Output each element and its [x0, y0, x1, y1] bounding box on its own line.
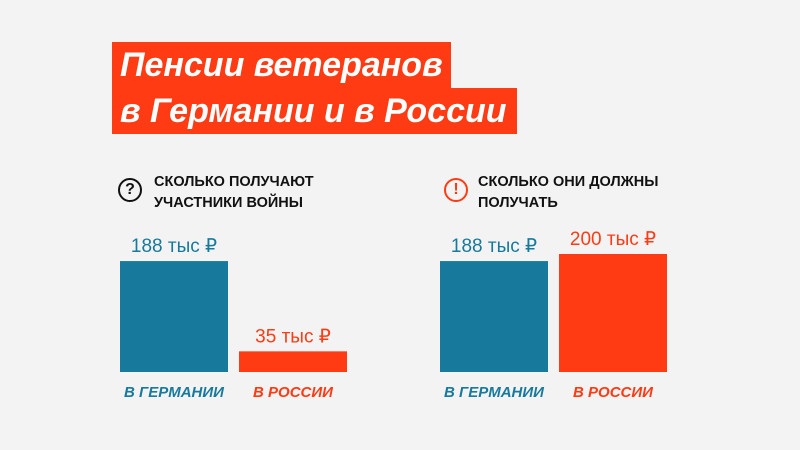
- right-bar-russia: [559, 254, 667, 372]
- left-value-label-germany: 188 тыс ₽: [131, 236, 217, 257]
- right-heading-line-2: получать: [478, 195, 558, 211]
- left-heading-line-1: сколько получают: [154, 174, 314, 190]
- left-bar-russia: [239, 351, 347, 372]
- left-panel-heading: сколько получают участники войны: [154, 172, 314, 214]
- title-line-1: Пенсии ветеранов: [112, 42, 451, 88]
- left-value-label-russia: 35 тыс ₽: [255, 326, 331, 347]
- left-heading-line-2: участники войны: [154, 195, 303, 211]
- right-bar-germany: [440, 261, 548, 372]
- right-value-label-germany: 188 тыс ₽: [451, 236, 537, 257]
- left-bar-germany: [120, 261, 228, 372]
- right-value-label-russia: 200 тыс ₽: [570, 229, 656, 250]
- right-panel-heading: сколько они должны получать: [478, 172, 658, 214]
- question-circle-icon: ?: [118, 178, 142, 202]
- right-category-label-germany: В ГЕРМАНИИ: [444, 384, 545, 401]
- right-heading-line-1: сколько они должны: [478, 174, 659, 190]
- left-category-label-russia: В РОССИИ: [253, 384, 334, 401]
- title-line-2: в Германии и в России: [112, 88, 517, 134]
- left-category-label-germany: В ГЕРМАНИИ: [124, 384, 225, 401]
- right-category-label-russia: В РОССИИ: [573, 384, 654, 401]
- exclamation-circle-icon: !: [444, 178, 468, 202]
